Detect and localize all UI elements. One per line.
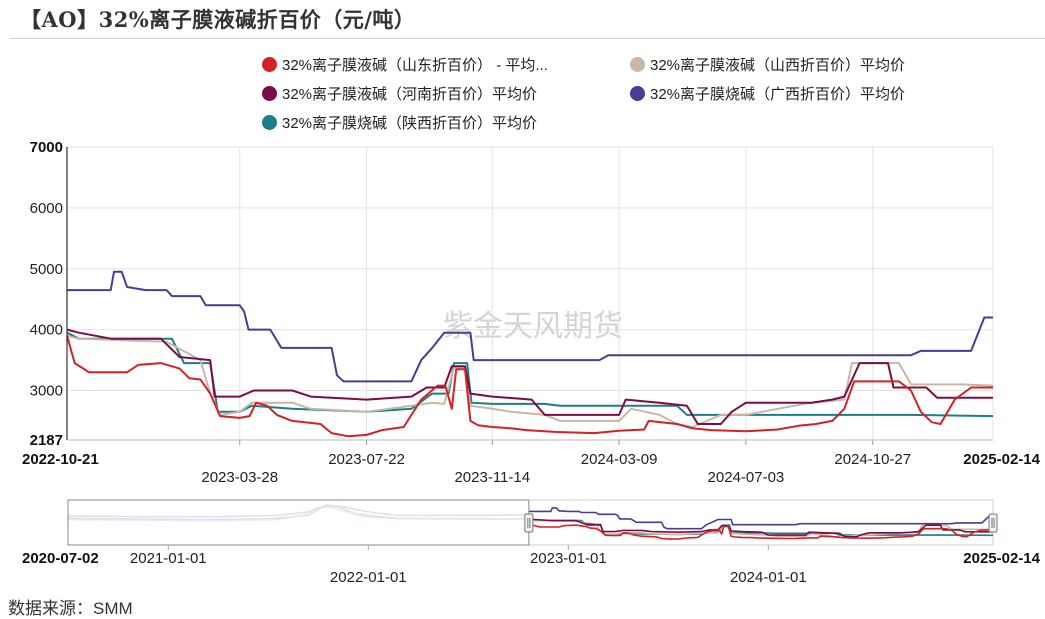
y-tick-label: 2187: [30, 432, 63, 449]
navigator-series-line-shandong: [528, 519, 993, 540]
x-tick-label: 2023-03-28: [201, 469, 278, 486]
navigator-end-label: 2025-02-14: [963, 550, 1040, 567]
y-tick-label: 5000: [30, 261, 63, 278]
legend-label-henan: 32%离子膜液碱（河南折百价）平均价: [282, 86, 538, 103]
y-tick-label: 6000: [30, 200, 63, 217]
chart-title: 【AO】32%离子膜液碱折百价（元/吨）: [20, 7, 416, 32]
legend-item-shanxi[interactable]: 32%离子膜液碱（山西折百价）平均价: [630, 54, 905, 75]
y-tick-label: 4000: [30, 322, 63, 339]
navigator-tick-label: 2024-01-01: [730, 569, 807, 586]
navigator-tick-label: 2023-01-01: [530, 550, 607, 567]
y-tick-label: 3000: [30, 383, 63, 400]
navigator-left-handle[interactable]: [524, 513, 534, 533]
legend-label-guangxi: 32%离子膜烧碱（广西折百价）平均价: [650, 86, 906, 103]
axis-layer: 2187 3000 4000 5000 6000 7000 2023-03-28 2023-0…: [22, 139, 1041, 486]
navigator-mask: [67, 499, 530, 546]
navigator-start-label: 2020-07-02: [22, 550, 99, 567]
legend-marker-henan: [262, 86, 277, 101]
x-end-label: 2025-02-14: [963, 451, 1040, 468]
title-divider: [10, 38, 1045, 39]
x-start-label: 2022-10-21: [22, 451, 99, 468]
x-tick-label: 2023-11-14: [454, 469, 530, 486]
legend-label-shandong: 32%离子膜液碱（山东折百价） - 平均...: [282, 57, 548, 74]
navigator-series-line-henan: [528, 518, 993, 538]
series-line-henan: [66, 328, 993, 425]
legend-marker-shanxi: [630, 57, 645, 72]
navigator-history-line: [67, 504, 529, 518]
navigator-tick-label: 2022-01-01: [330, 569, 407, 586]
navigator: 2020-07-02 2025-02-14 2021-01-01 2022-01-01…: [22, 499, 1041, 586]
legend-item-shandong[interactable]: 32%离子膜液碱（山东折百价） - 平均...: [262, 54, 548, 75]
data-source: 数据来源：SMM: [8, 599, 133, 618]
x-tick-label: 2024-10-27: [834, 451, 911, 468]
legend-label-shaanxi: 32%离子膜烧碱（陕西折百价）平均价: [282, 115, 538, 132]
navigator-tick-label: 2021-01-01: [130, 550, 207, 567]
x-tick-label: 2023-07-22: [328, 451, 405, 468]
series-line-shandong: [66, 335, 993, 438]
series-line-guangxi: [67, 270, 993, 383]
grid-layer: [67, 146, 994, 440]
series-layer: [66, 270, 994, 438]
legend-marker-shandong: [262, 57, 277, 72]
watermark-text: 紫金天风期货: [443, 309, 623, 344]
x-tick-label: 2024-03-09: [581, 451, 658, 468]
y-tick-label: 7000: [30, 139, 63, 156]
legend-item-guangxi[interactable]: 32%离子膜烧碱（广西折百价）平均价: [630, 83, 905, 104]
navigator-series-line-guangxi: [528, 507, 993, 530]
legend-marker-guangxi: [630, 86, 645, 101]
legend-marker-shaanxi: [262, 115, 277, 130]
navigator-right-handle[interactable]: [988, 513, 998, 533]
legend-item-shaanxi[interactable]: 32%离子膜烧碱（陕西折百价）平均价: [262, 112, 537, 133]
x-tick-label: 2024-07-03: [708, 469, 785, 486]
legend-label-shanxi: 32%离子膜液碱（山西折百价）平均价: [650, 57, 906, 74]
legend-item-henan[interactable]: 32%离子膜液碱（河南折百价）平均价: [262, 83, 537, 104]
